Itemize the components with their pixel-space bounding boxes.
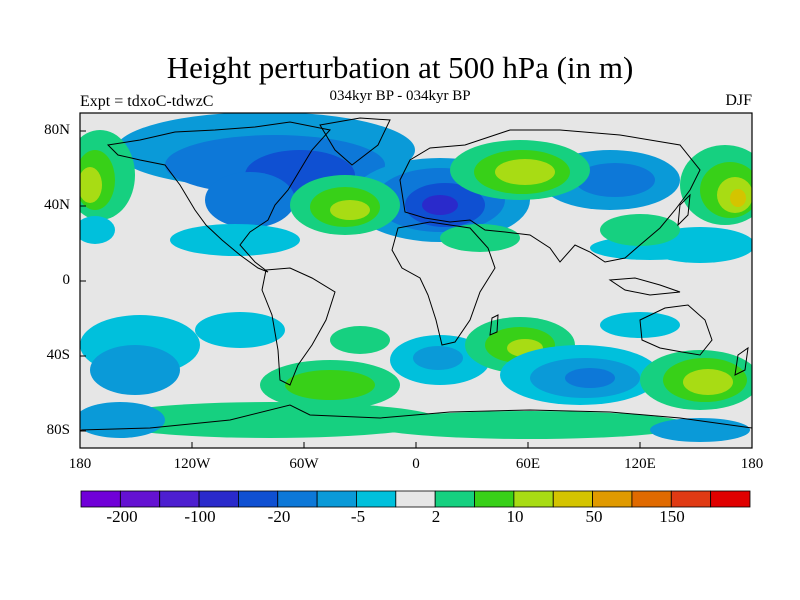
colorbar-box	[198, 490, 239, 508]
colorbar-label: -5	[350, 507, 366, 526]
plot-subtitle: 034kyr BP - 034kyr BP	[329, 88, 471, 104]
colorbar-label: 10	[506, 507, 524, 526]
lon-label-60e: 60E	[515, 456, 541, 472]
colorbar-box	[552, 490, 593, 508]
colorbar-label: -20	[267, 507, 291, 526]
lon-label-180e: 180	[740, 456, 764, 472]
colorbar-label: 50	[585, 507, 603, 526]
colorbar-box	[80, 490, 121, 508]
experiment-label: Expt = tdxoC-tdwzC	[80, 93, 214, 110]
season-label: DJF	[725, 92, 752, 109]
colorbar-box	[119, 490, 161, 508]
height-perturbation-field	[80, 113, 752, 442]
colorbar-box	[513, 490, 554, 508]
colorbar-box	[474, 490, 515, 508]
lat-label-80s: 80S	[46, 422, 70, 438]
colorbar-box	[434, 490, 475, 508]
colorbar-label: -100	[184, 507, 216, 526]
colorbar-label: 150	[659, 507, 685, 526]
colorbar-label: -200	[106, 507, 138, 526]
colorbar-box	[670, 490, 712, 508]
plot-title: Height perturbation at 500 hPa (in m)	[166, 50, 634, 85]
lon-label-180w: 180	[68, 456, 92, 472]
lon-label-60w: 60W	[289, 456, 319, 472]
coastlines	[80, 117, 752, 431]
lon-label-0: 0	[412, 456, 420, 472]
lat-label-40s: 40S	[46, 347, 70, 363]
colorbar-box	[159, 490, 200, 508]
lon-label-120e: 120E	[624, 456, 656, 472]
colorbar-box	[631, 490, 672, 508]
colorbar-box	[316, 490, 357, 508]
colorbar-box	[592, 490, 633, 508]
colorbar-box	[277, 490, 318, 508]
colorbar-box	[395, 490, 436, 508]
axis-ticks	[79, 130, 753, 448]
colorbar-box	[710, 490, 751, 508]
colorbar-label: 2	[431, 507, 441, 526]
colorbar-box	[356, 490, 397, 508]
colorbar-box	[238, 490, 279, 508]
lat-label-40n: 40N	[44, 197, 70, 213]
colorbar	[80, 490, 751, 508]
lon-label-120w: 120W	[173, 456, 211, 472]
lat-label-80n: 80N	[44, 122, 70, 138]
lat-label-0: 0	[62, 272, 71, 288]
